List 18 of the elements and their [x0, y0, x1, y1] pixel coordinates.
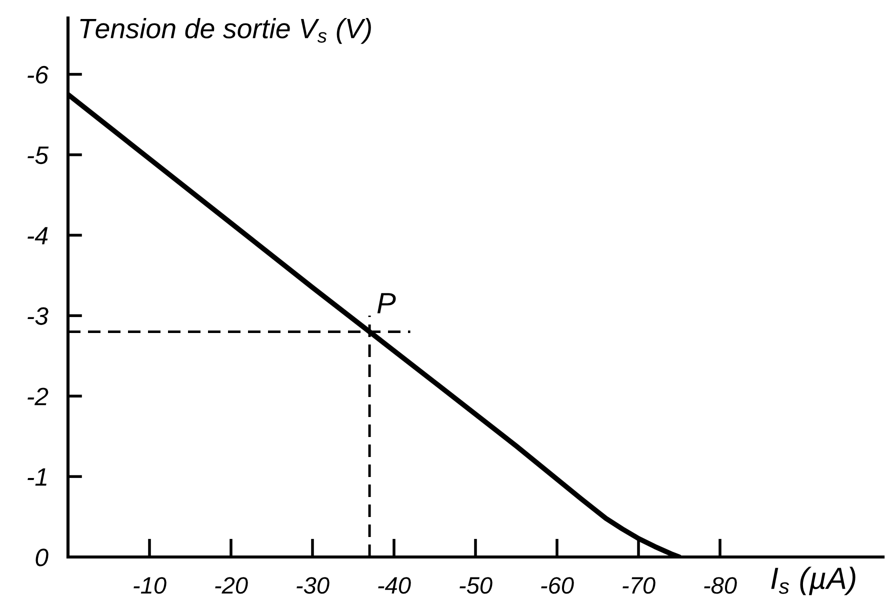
- x-tick-label: -10: [134, 577, 166, 594]
- y-tick-label: -3: [28, 307, 48, 325]
- x-tick-label: -60: [541, 577, 574, 594]
- y-tick-label: -2: [28, 388, 48, 406]
- y-tick-label: -1: [28, 468, 46, 486]
- y-tick-label: 0: [36, 548, 48, 566]
- x-tick-label: -70: [622, 577, 656, 594]
- y-tick-label: -6: [28, 66, 49, 84]
- x-tick-label: -30: [296, 577, 330, 594]
- y-tick-label: -5: [28, 146, 49, 164]
- x-tick-label: -20: [215, 577, 248, 594]
- x-tick-label: -80: [704, 577, 737, 594]
- x-tick-label: -50: [460, 577, 492, 594]
- y-tick-label: -4: [28, 227, 48, 244]
- x-axis-title: I$_{s}$ (µA): [771, 566, 856, 596]
- y-axis-title: Tension de sortie V$_{s}$ (V): [80, 18, 371, 44]
- x-tick-label: -40: [378, 577, 411, 594]
- annotation: P: [377, 293, 396, 314]
